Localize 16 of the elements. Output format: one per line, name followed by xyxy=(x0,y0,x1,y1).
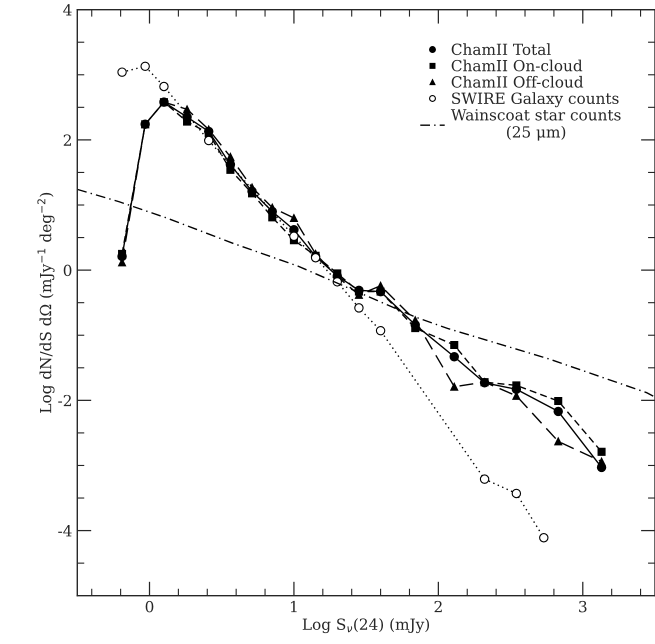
y-tick-label: 4 xyxy=(63,4,72,16)
legend-label: ChamII Total xyxy=(452,43,551,56)
x-tick-label: 3 xyxy=(579,600,587,612)
y-axis-title: Log dN/dS dΩ (mJy$^{−1}$ deg$^{−2}$) xyxy=(37,192,55,413)
legend-label: ChamII On-cloud xyxy=(452,60,582,72)
x-axis-title: Log S$_{ν}$(24) (mJy) xyxy=(302,618,430,634)
legend-label: Wainscoat star counts (25 μm) xyxy=(450,109,621,141)
y-tick-label: 0 xyxy=(64,264,72,276)
x-tick-label: 0 xyxy=(146,600,154,612)
legend-label: ChamII Off-cloud xyxy=(452,76,584,88)
legend-label: SWIRE Galaxy counts xyxy=(452,92,619,108)
y-tick-label: 2 xyxy=(64,134,71,146)
y-tick-label: -4 xyxy=(58,525,72,536)
x-tick-label: 2 xyxy=(434,600,442,612)
x-tick-label: 1 xyxy=(290,600,297,612)
y-tick-label: -2 xyxy=(58,394,71,406)
